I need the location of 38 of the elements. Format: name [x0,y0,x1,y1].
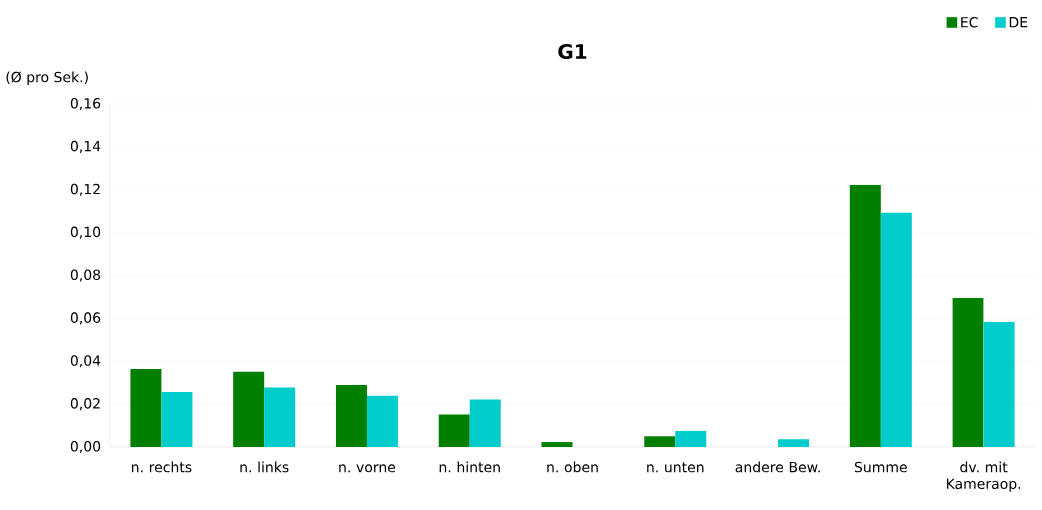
x-tick-label: n. hinten [439,461,500,473]
bar [335,385,367,447]
bar [469,399,501,447]
bar [778,439,810,447]
x-tick-label: n. links [240,461,289,473]
bar [233,371,265,447]
y-tick-label: 0,12 [70,183,100,196]
bar [644,436,676,447]
x-tick-label: n. rechts [131,461,192,473]
y-tick-label: 0,08 [70,269,101,282]
y-axis-title: (Ø pro Sek.) [6,71,88,86]
bar [952,298,984,447]
bar [675,430,707,447]
bar [161,391,193,447]
bar [130,368,162,447]
legend-label: EC [961,16,978,28]
y-tick-label: 0,04 [70,355,101,368]
chart-title: G1 [558,43,587,60]
x-tick-label: Summe [854,461,907,473]
legend-label: DE [1009,17,1028,28]
bar [438,414,470,447]
bar [366,395,398,447]
x-tick-label: n. oben [547,461,598,473]
x-tick-label: n. vorne [339,464,396,473]
bar [880,212,912,447]
bar [264,387,296,447]
y-tick-label: 0,06 [70,312,101,325]
bar [541,442,573,447]
y-tick-label: 0,16 [70,97,101,111]
bar [983,322,1015,447]
x-tick-label: dv. mit Kameraop. [946,461,1021,492]
x-tick-label: n. unten [647,462,704,473]
y-tick-label: 0,10 [70,226,101,239]
y-tick-label: 0,00 [70,440,101,453]
bar [849,184,881,447]
y-tick-label: 0,02 [70,398,100,411]
x-tick-label: andere Bew. [735,461,820,473]
y-tick-label: 0,14 [70,140,101,153]
